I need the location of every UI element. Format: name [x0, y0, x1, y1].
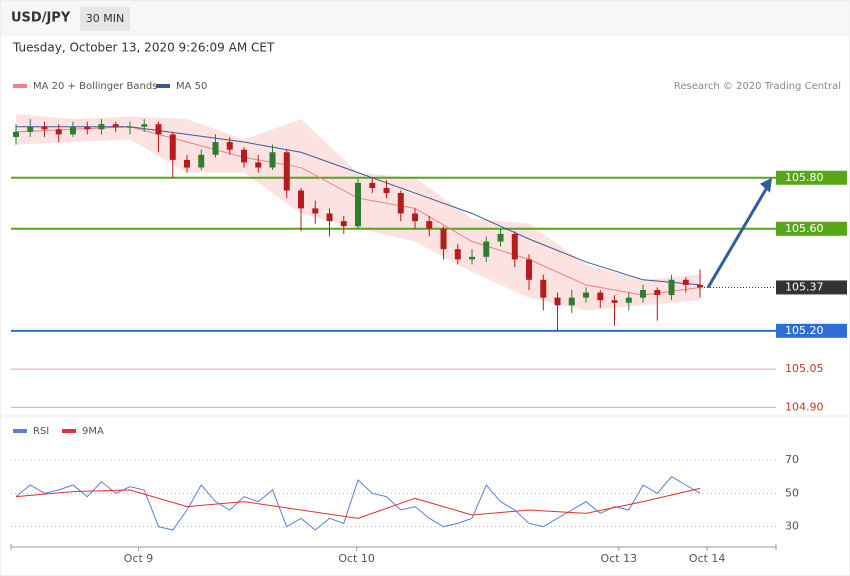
- candle-body: [312, 208, 319, 214]
- candle-body: [640, 290, 647, 298]
- candle-body: [697, 284, 704, 288]
- candle-body: [682, 279, 689, 285]
- last-price-label: 105.37: [785, 280, 824, 293]
- candle-body: [12, 131, 19, 137]
- candle-body: [55, 129, 62, 135]
- candle-body: [112, 124, 119, 127]
- legend-swatch: [13, 429, 27, 433]
- header-bar: [0, 0, 850, 36]
- candle-body: [454, 249, 461, 260]
- candle-body: [355, 182, 362, 227]
- candle-body: [526, 259, 533, 280]
- candle-body: [141, 124, 148, 127]
- candle-body: [212, 142, 219, 155]
- x-tick-label: Oct 9: [124, 552, 154, 565]
- x-tick-label: Oct 10: [338, 552, 375, 565]
- candle-body: [184, 159, 191, 168]
- candle-body: [426, 221, 433, 229]
- symbol: USD/JPY: [11, 11, 71, 26]
- candle-body: [27, 126, 34, 132]
- credit: Research © 2020 Trading Central: [674, 81, 841, 92]
- forecast-arrow: [706, 184, 770, 289]
- interval[interactable]: 30 MIN: [86, 12, 124, 25]
- legend-label: MA 20 + Bollinger Bands: [33, 81, 157, 92]
- candle-body: [611, 300, 618, 303]
- candle-body: [84, 126, 91, 130]
- level-label: 105.80: [785, 171, 824, 184]
- y-tick-label: 30: [785, 520, 799, 533]
- candle-body: [625, 297, 632, 303]
- candle-body: [226, 142, 233, 150]
- series-line: [15, 476, 701, 531]
- interval-box[interactable]: [80, 7, 130, 31]
- candle-body: [283, 152, 290, 191]
- candle-body: [597, 292, 604, 301]
- candle-body: [469, 256, 476, 260]
- candle-body: [483, 241, 490, 257]
- y-tick-label: 50: [785, 486, 799, 499]
- level-label: 105.05: [785, 362, 824, 375]
- legend-label: RSI: [33, 426, 49, 437]
- level-label-box: [776, 323, 847, 338]
- candle-body: [326, 213, 333, 222]
- legend-swatch: [13, 84, 27, 88]
- candle-body: [540, 279, 547, 298]
- y-tick-label: 70: [785, 453, 799, 466]
- candle-body: [98, 124, 105, 130]
- candle-body: [568, 297, 575, 306]
- legend-label: 9MA: [82, 426, 104, 437]
- timestamp: Tuesday, October 13, 2020 9:26:09 AM CET: [12, 41, 275, 55]
- forecast-arrowhead: [760, 177, 772, 193]
- candle-body: [369, 182, 376, 188]
- legend-swatch: [62, 429, 76, 433]
- x-tick-label: Oct 13: [601, 552, 638, 565]
- level-label-box: [776, 221, 847, 236]
- candle-body: [340, 221, 347, 227]
- level-label: 104.90: [785, 400, 824, 413]
- legend-label: MA 50: [176, 81, 207, 92]
- last-price-box: [776, 280, 847, 295]
- candle-body: [298, 190, 305, 209]
- candle-body: [269, 152, 276, 168]
- candle-body: [241, 149, 248, 163]
- candle-body: [511, 233, 518, 260]
- level-label: 105.20: [785, 324, 824, 337]
- candle-body: [554, 297, 561, 306]
- candle-body: [583, 292, 590, 298]
- candle-body: [169, 134, 176, 160]
- x-tick-label: Oct 14: [689, 552, 726, 565]
- level-label: 105.60: [785, 222, 824, 235]
- candle-body: [440, 228, 447, 250]
- candle-body: [198, 154, 205, 168]
- level-label-box: [776, 170, 847, 185]
- candle-body: [497, 233, 504, 242]
- candle-body: [383, 187, 390, 194]
- series-line: [15, 487, 701, 519]
- candle-body: [126, 126, 133, 128]
- candle-body: [255, 162, 262, 168]
- candle-body: [654, 290, 661, 296]
- candle-body: [155, 124, 162, 135]
- candle-body: [412, 213, 419, 222]
- candle-body: [69, 126, 76, 135]
- candle-body: [668, 279, 675, 296]
- legend-swatch: [156, 84, 170, 88]
- candle-body: [41, 126, 48, 130]
- candle-body: [397, 193, 404, 214]
